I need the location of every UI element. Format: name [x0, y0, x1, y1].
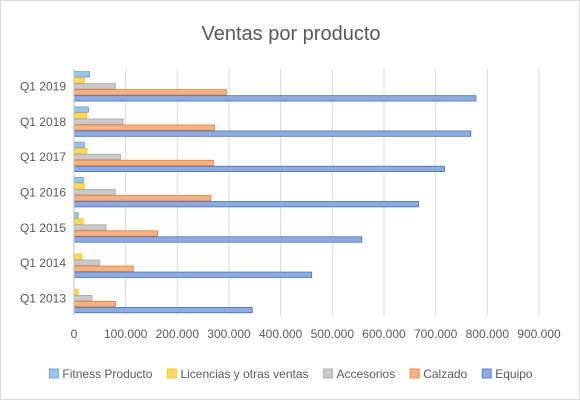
y-tick-label: Q1 2018 [20, 115, 66, 129]
legend-label-fitness-producto: Fitness Producto [62, 367, 152, 381]
bar-accesorios-q1-2015 [73, 224, 107, 231]
bar-fitness-producto-q1-2017 [73, 141, 85, 149]
bar-equipo-q1-2015 [73, 236, 363, 243]
bar-accesorios-q1-2017 [73, 153, 121, 161]
y-tick-label: Q1 2017 [20, 150, 66, 164]
bar-calzado-q1-2019 [73, 89, 227, 96]
y-tick-label: Q1 2015 [20, 221, 66, 235]
x-tick-label: 700.000 [414, 327, 458, 341]
bar-fitness-producto-q1-2019 [73, 71, 90, 78]
bar-licencias-y-otras-ventas-q1-2019 [73, 77, 85, 84]
bar-equipo-q1-2016 [73, 201, 420, 208]
bar-licencias-y-otras-ventas-q1-2013 [73, 288, 79, 296]
bar-calzado-q1-2017 [73, 159, 214, 167]
bar-calzado-q1-2015 [73, 230, 159, 237]
bar-equipo-q1-2018 [73, 130, 472, 137]
x-tick-label: 200.000 [156, 327, 200, 341]
bar-calzado-q1-2018 [73, 124, 215, 131]
y-tick-label: Q1 2014 [20, 256, 66, 270]
x-tick-label: 500.000 [311, 327, 355, 341]
y-tick-label: Q1 2016 [20, 186, 66, 200]
bar-equipo-q1-2014 [73, 271, 313, 278]
chart-title: Ventas por producto [201, 23, 380, 45]
bar-accesorios-q1-2016 [73, 189, 116, 196]
bar-accesorios-q1-2014 [73, 259, 101, 266]
legend-label-equipo: Equipo [495, 367, 533, 381]
bar-fitness-producto-q1-2016 [73, 177, 84, 184]
x-tick-label: 600.000 [362, 327, 406, 341]
bar-calzado-q1-2016 [73, 195, 212, 202]
bar-licencias-y-otras-ventas-q1-2015 [73, 218, 84, 225]
bar-accesorios-q1-2018 [73, 118, 124, 125]
y-tick-label: Q1 2013 [20, 291, 66, 305]
x-tick-label: 400.000 [259, 327, 303, 341]
x-tick-label: 800.000 [466, 327, 510, 341]
bar-accesorios-q1-2013 [73, 294, 93, 302]
legend: Fitness Producto Licencias y otras ventas… [48, 367, 533, 381]
bar-licencias-y-otras-ventas-q1-2016 [73, 183, 85, 190]
bar-calzado-q1-2013 [73, 300, 116, 308]
legend-label-accesorios: Accesorios [337, 367, 396, 381]
bar-licencias-y-otras-ventas-q1-2014 [73, 253, 83, 260]
bar-licencias-y-otras-ventas-q1-2018 [73, 112, 88, 119]
bars [73, 71, 477, 314]
legend-label-calzado: Calzado [423, 367, 467, 381]
legend-swatch-fitness-producto [48, 368, 59, 379]
y-axis-labels: Q1 2013 Q1 2014 Q1 2015 Q1 2016 Q1 2017 Q1 20… [20, 80, 66, 306]
bar-licencias-y-otras-ventas-q1-2017 [73, 147, 88, 155]
x-axis-labels: 0 100.000 200.000 300.000 400.000 500.000 600.… [71, 327, 561, 341]
bar-fitness-producto-q1-2018 [73, 106, 89, 113]
bar-equipo-q1-2019 [73, 95, 477, 102]
bar-accesorios-q1-2019 [73, 83, 116, 90]
legend-swatch-calzado [409, 368, 420, 379]
y-tick-label: Q1 2019 [20, 80, 66, 94]
x-tick-label: 100.000 [104, 327, 148, 341]
x-tick-label: 0 [71, 327, 78, 341]
bar-calzado-q1-2014 [73, 265, 134, 272]
x-tick-label: 900.000 [517, 327, 561, 341]
bar-equipo-q1-2017 [73, 165, 445, 173]
gridlines [125, 69, 540, 316]
legend-swatch-accesorios [323, 368, 333, 379]
legend-label-licencias-y-otras-ventas: Licencias y otras ventas [180, 367, 308, 381]
bar-equipo-q1-2013 [73, 306, 253, 314]
bar-fitness-producto-q1-2015 [73, 212, 79, 219]
legend-swatch-licencias-y-otras-ventas [167, 368, 177, 379]
legend-swatch-equipo [481, 368, 492, 379]
x-tick-label: 300.000 [207, 327, 251, 341]
